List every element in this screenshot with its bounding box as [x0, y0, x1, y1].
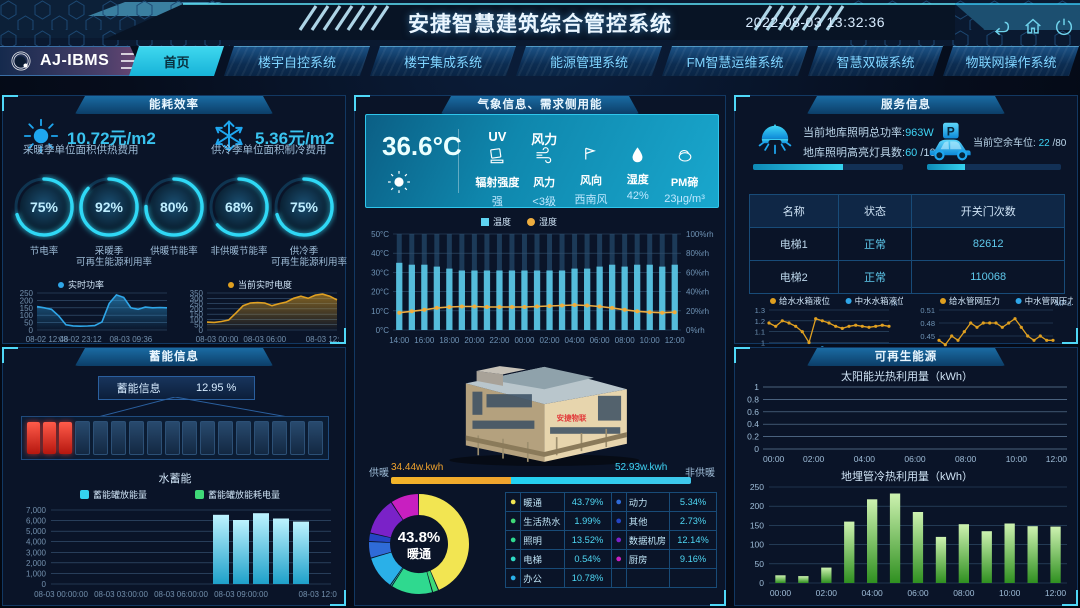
- svg-text:1.1: 1.1: [755, 328, 765, 337]
- svg-text:0: 0: [759, 578, 764, 588]
- svg-text:08-03 06:00: 08-03 06:00: [243, 335, 286, 344]
- svg-text:5,000: 5,000: [26, 527, 47, 536]
- svg-text:温度: 温度: [493, 216, 511, 227]
- svg-text:00:00: 00:00: [770, 588, 792, 598]
- svg-text:1,000: 1,000: [26, 569, 47, 578]
- svg-text:250: 250: [20, 289, 34, 298]
- svg-text:2,000: 2,000: [26, 559, 47, 568]
- svg-text:100: 100: [750, 540, 764, 550]
- svg-text:08-03 06:00:00: 08-03 06:00:00: [154, 590, 208, 599]
- svg-text:0%rh: 0%rh: [686, 326, 705, 335]
- svg-text:4,000: 4,000: [26, 538, 47, 547]
- svg-text:40%rh: 40%rh: [686, 288, 709, 297]
- svg-text:92%: 92%: [95, 199, 124, 215]
- svg-text:02:00: 02:00: [816, 588, 838, 598]
- svg-text:08-03 09:00:00: 08-03 09:00:00: [214, 590, 268, 599]
- svg-text:当前实时电度: 当前实时电度: [238, 279, 292, 290]
- svg-text:中水管网压力: 中水管网压力: [1025, 296, 1073, 306]
- svg-text:20°C: 20°C: [371, 288, 389, 297]
- svg-text:08-03 09:36: 08-03 09:36: [110, 335, 153, 344]
- svg-text:给水水箱液位: 给水水箱液位: [779, 296, 831, 306]
- svg-text:06:00: 06:00: [904, 454, 926, 464]
- svg-text:12:00: 12:00: [1045, 588, 1067, 598]
- svg-text:0: 0: [754, 444, 759, 454]
- svg-text:0.45: 0.45: [920, 332, 935, 341]
- svg-text:3,000: 3,000: [26, 548, 47, 557]
- svg-text:80%rh: 80%rh: [686, 249, 709, 258]
- svg-text:给水管网压力: 给水管网压力: [949, 296, 1000, 306]
- svg-text:0.48: 0.48: [920, 319, 935, 328]
- svg-text:40°C: 40°C: [371, 249, 389, 258]
- svg-text:04:00: 04:00: [862, 588, 884, 598]
- svg-text:0.8: 0.8: [747, 394, 759, 404]
- svg-text:08-03 00:00:00: 08-03 00:00:00: [34, 590, 88, 599]
- svg-text:250: 250: [750, 482, 764, 492]
- svg-text:10°C: 10°C: [371, 307, 389, 316]
- svg-text:08:00: 08:00: [953, 588, 975, 598]
- svg-text:08:00: 08:00: [955, 454, 977, 464]
- svg-text:08-03 12:: 08-03 12:: [306, 335, 340, 344]
- svg-text:100%rh: 100%rh: [686, 230, 714, 239]
- svg-text:60%rh: 60%rh: [686, 268, 709, 277]
- svg-text:P: P: [947, 124, 955, 138]
- svg-text:30°C: 30°C: [371, 268, 389, 277]
- svg-text:7,000: 7,000: [26, 506, 47, 515]
- svg-text:1: 1: [754, 383, 759, 392]
- svg-text:80%: 80%: [160, 199, 189, 215]
- svg-text:1.3: 1.3: [755, 306, 765, 315]
- svg-text:0.4: 0.4: [747, 419, 759, 429]
- svg-text:12:00: 12:00: [1046, 454, 1068, 464]
- svg-text:50: 50: [755, 559, 765, 569]
- svg-text:0.6: 0.6: [747, 407, 759, 417]
- svg-text:安捷物联: 安捷物联: [557, 413, 587, 423]
- svg-text:150: 150: [750, 520, 764, 530]
- svg-text:0: 0: [42, 580, 47, 589]
- svg-text:实时功率: 实时功率: [68, 279, 104, 290]
- svg-text:08-03 03:00:00: 08-03 03:00:00: [94, 590, 148, 599]
- svg-text:06:00: 06:00: [907, 588, 929, 598]
- svg-text:10:00: 10:00: [999, 588, 1021, 598]
- svg-text:02:00: 02:00: [803, 454, 825, 464]
- svg-text:蓄能罐放能耗电量: 蓄能罐放能耗电量: [208, 489, 280, 500]
- svg-text:200: 200: [750, 501, 764, 511]
- svg-text:08-03 00:00: 08-03 00:00: [196, 335, 239, 344]
- svg-text:75%: 75%: [290, 199, 319, 215]
- svg-text:00:00: 00:00: [763, 454, 785, 464]
- svg-text:6,000: 6,000: [26, 517, 47, 526]
- svg-text:20%rh: 20%rh: [686, 307, 709, 316]
- svg-text:0°C: 0°C: [376, 326, 390, 335]
- svg-text:0.2: 0.2: [747, 432, 759, 442]
- svg-text:350: 350: [190, 289, 204, 298]
- svg-text:75%: 75%: [30, 199, 59, 215]
- svg-text:04:00: 04:00: [854, 454, 876, 464]
- svg-text:1.2: 1.2: [755, 317, 765, 326]
- svg-text:蓄能罐放能量: 蓄能罐放能量: [93, 489, 147, 500]
- svg-text:10:00: 10:00: [1006, 454, 1028, 464]
- svg-text:湿度: 湿度: [539, 216, 557, 227]
- svg-text:中水水箱液位: 中水水箱液位: [855, 296, 903, 306]
- svg-text:43.8%: 43.8%: [398, 529, 441, 546]
- svg-text:08-03 12:00:: 08-03 12:00:: [299, 590, 337, 599]
- svg-text:暖通: 暖通: [407, 546, 431, 561]
- svg-text:50°C: 50°C: [371, 230, 389, 239]
- svg-text:68%: 68%: [225, 199, 254, 215]
- svg-text:08-02 23:12: 08-02 23:12: [59, 335, 102, 344]
- svg-text:0.51: 0.51: [920, 306, 935, 315]
